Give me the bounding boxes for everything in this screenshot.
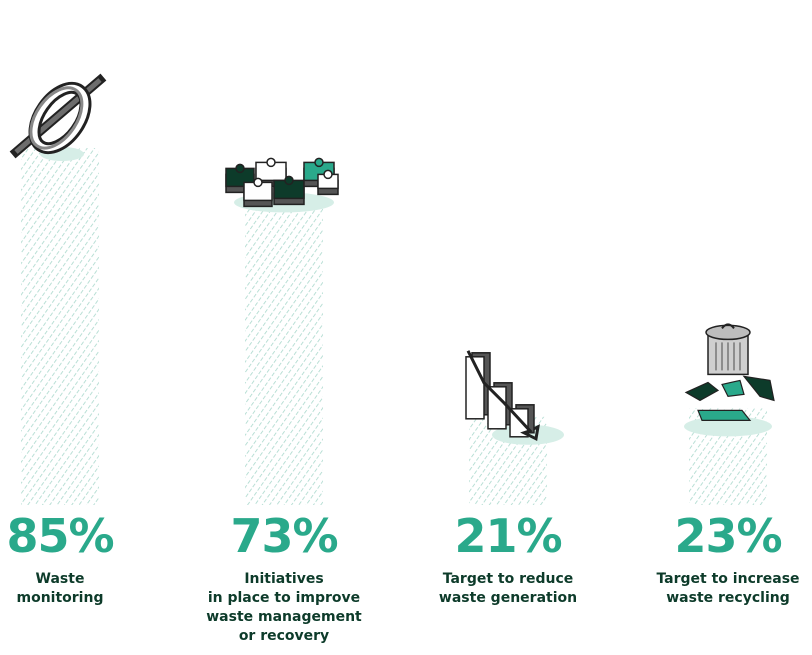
category-label-3: Target to reduce waste generation (439, 571, 577, 606)
bar-2 (245, 198, 323, 505)
category-label-1: Waste monitoring (17, 571, 104, 606)
value-label-3: 21% (454, 509, 561, 563)
category-label-4: Target to increase waste recycling (656, 571, 799, 606)
value-label-4: 23% (674, 509, 781, 563)
declining-arrow-icon (465, 350, 564, 445)
bar-1 (21, 148, 99, 505)
compass-ring-icon (9, 73, 107, 161)
category-label-2: Initiatives in place to improve waste mana… (206, 571, 362, 644)
recycle-bin-icon (684, 323, 775, 437)
value-label-2: 73% (230, 509, 337, 563)
value-label-1: 85% (6, 509, 113, 563)
puzzle-pieces-icon (225, 157, 339, 213)
